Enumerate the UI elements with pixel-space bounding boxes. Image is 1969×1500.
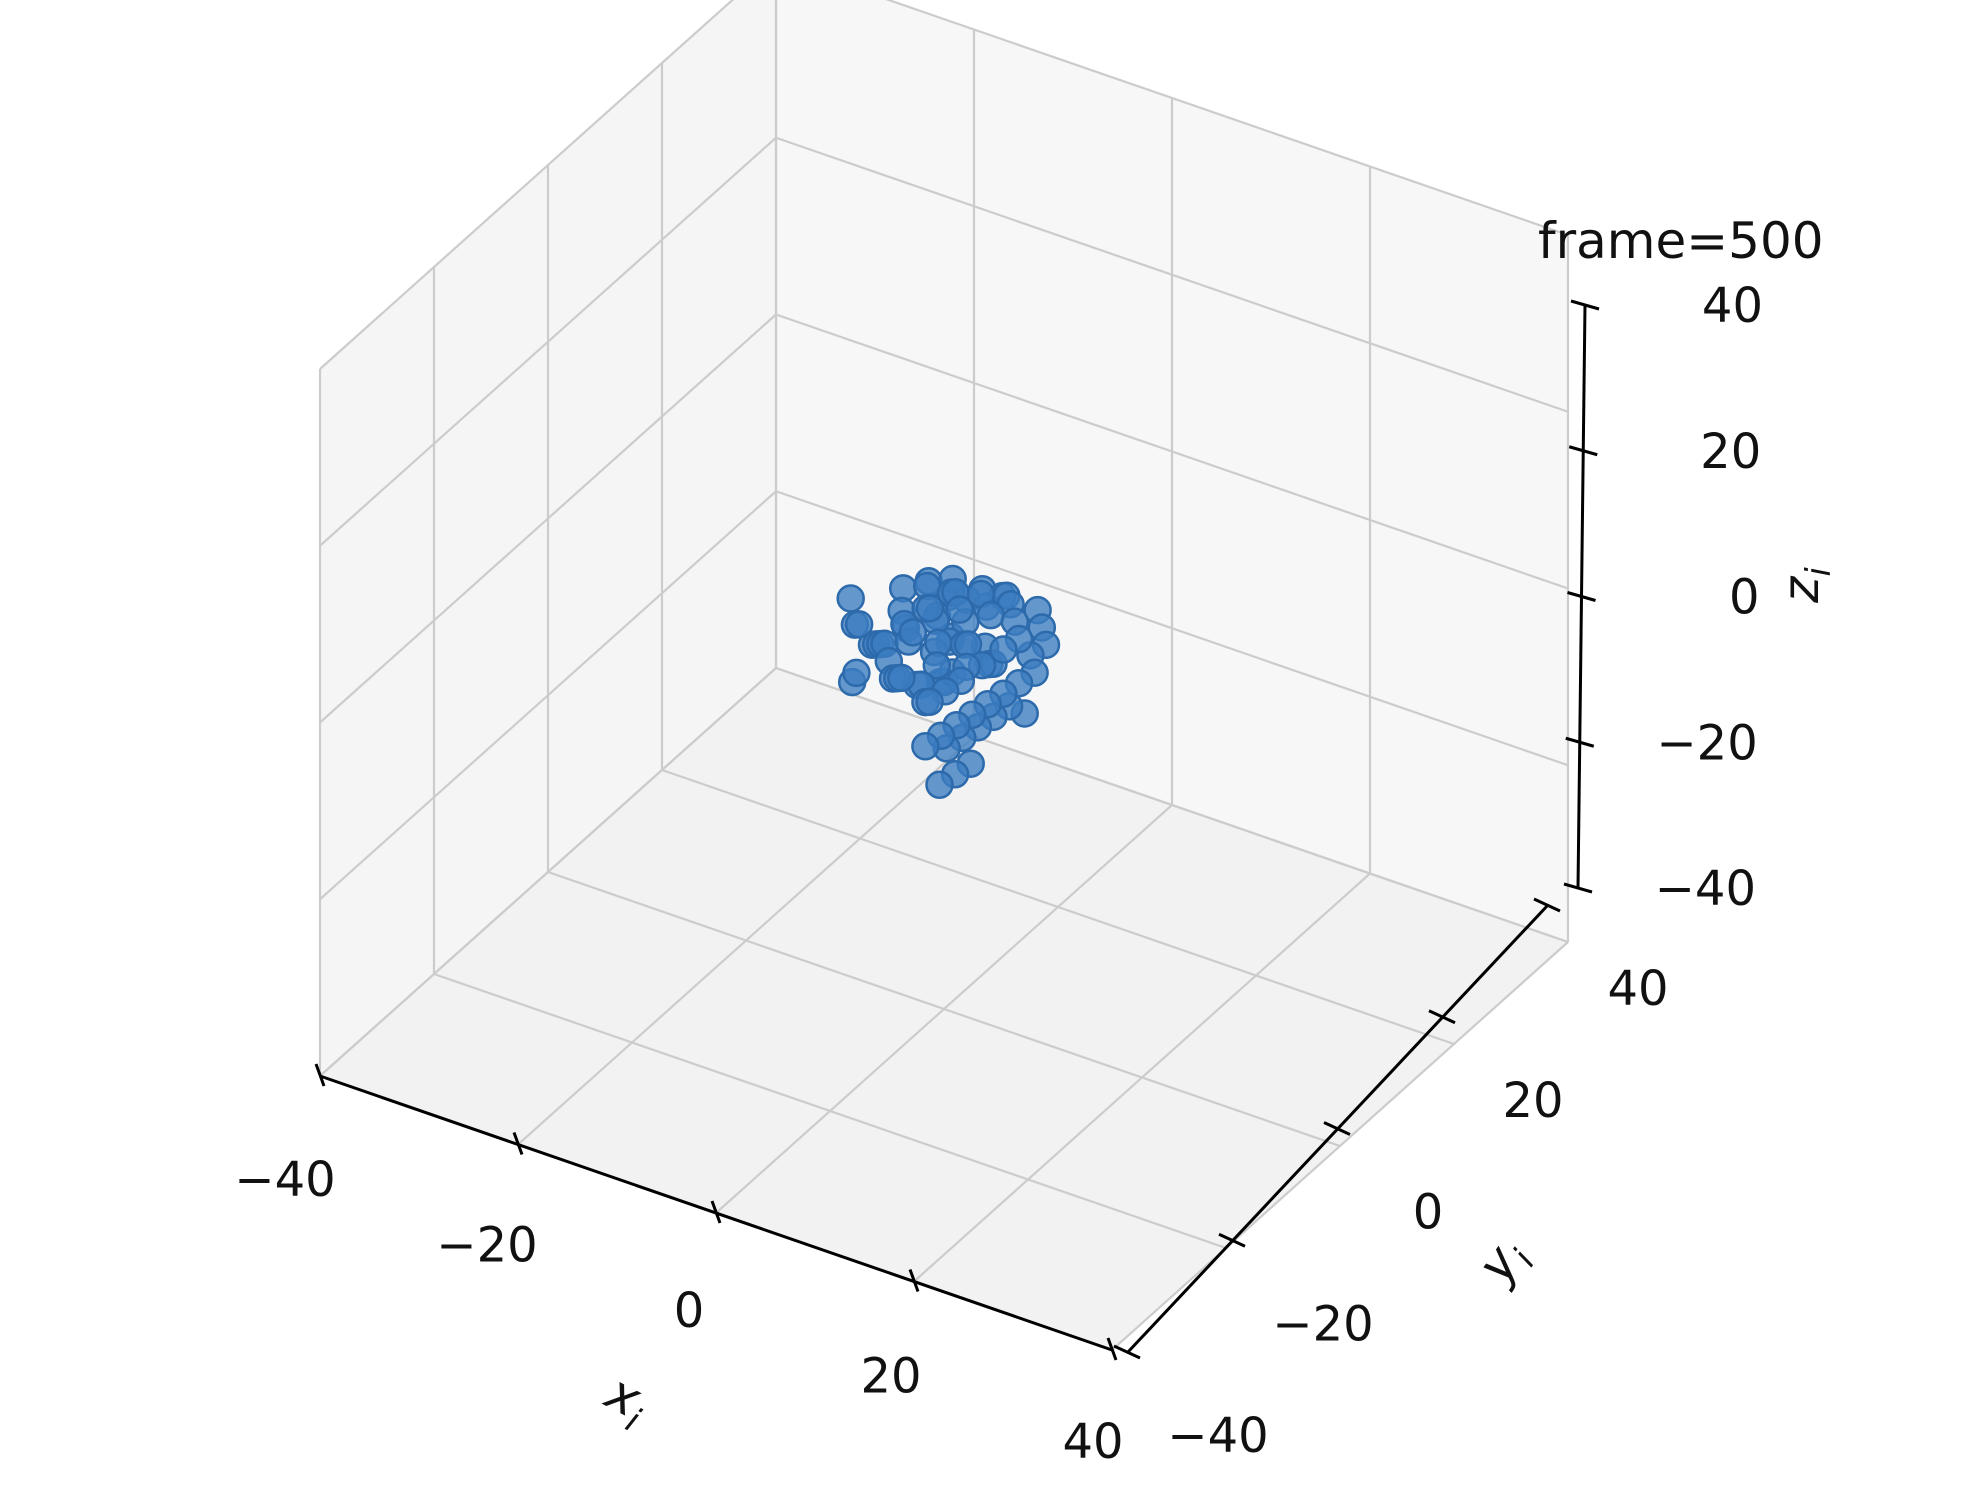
- z-tick-label: 0: [1729, 570, 1760, 626]
- side-grid-z: [319, 313, 777, 724]
- data-point: [976, 600, 1006, 630]
- side-grid-z: [319, 0, 735, 370]
- x-tick: [512, 1131, 524, 1156]
- data-points: [836, 564, 1061, 799]
- floor-grid-x: [1111, 941, 1569, 1351]
- x-tick-label: 40: [1062, 1414, 1123, 1470]
- axis-ticks: [314, 299, 1600, 1361]
- y-tick: [1113, 1344, 1141, 1360]
- z-tick-label: −40: [1655, 861, 1756, 917]
- data-point: [898, 618, 928, 647]
- data-point: [922, 651, 952, 680]
- z-tick: [1570, 299, 1600, 311]
- y-tick-label: 40: [1607, 961, 1668, 1017]
- z-tick-label: 20: [1700, 424, 1761, 480]
- data-point: [945, 595, 974, 624]
- z-tick: [1568, 445, 1598, 457]
- back-grid-z: [885, 0, 1569, 237]
- floor-grid-y: [547, 870, 1341, 1148]
- z-tick-label: −20: [1656, 715, 1757, 771]
- z-tick: [1563, 882, 1593, 894]
- grid-lines: [318, 0, 1570, 1352]
- data-point: [911, 732, 940, 761]
- z-tick-label: 40: [1702, 278, 1763, 334]
- back-grid-z: [775, 136, 1569, 413]
- data-point: [915, 687, 944, 717]
- y-axis-title: yi: [1465, 1227, 1544, 1300]
- y-tick: [1323, 1121, 1351, 1136]
- data-point: [836, 584, 865, 613]
- x-tick-label: −20: [436, 1218, 537, 1274]
- x-tick: [908, 1268, 920, 1293]
- frame-label: frame=500: [1538, 212, 1824, 270]
- y-tick: [1218, 1232, 1246, 1248]
- z-tick: [1565, 736, 1595, 748]
- floor-grid-x: [913, 872, 1371, 1283]
- back-grid-z: [775, 313, 1569, 590]
- y-tick-label: 20: [1502, 1073, 1563, 1129]
- y-tick-label: 0: [1413, 1185, 1444, 1241]
- y-tick: [1428, 1009, 1456, 1025]
- x-tick: [1106, 1337, 1118, 1361]
- y-tick-label: −20: [1272, 1296, 1373, 1352]
- z-tick: [1567, 591, 1596, 602]
- floor-grid-y: [661, 768, 1455, 1046]
- x-axis-title: xi: [591, 1362, 658, 1441]
- side-grid-z: [319, 136, 777, 547]
- x-tick: [710, 1200, 722, 1224]
- x-tick: [314, 1063, 326, 1087]
- x-tick-label: 0: [674, 1283, 705, 1339]
- z-axis-title: zi: [1772, 567, 1839, 604]
- data-point: [844, 610, 874, 639]
- x-tick-label: −40: [234, 1152, 335, 1208]
- data-point: [887, 663, 916, 693]
- y-tick-label: −40: [1167, 1408, 1268, 1464]
- y-tick: [1533, 897, 1561, 913]
- data-point: [915, 593, 945, 623]
- data-point: [989, 635, 1018, 664]
- x-tick-label: 20: [860, 1349, 921, 1405]
- data-point: [842, 658, 871, 688]
- data-point: [925, 770, 954, 799]
